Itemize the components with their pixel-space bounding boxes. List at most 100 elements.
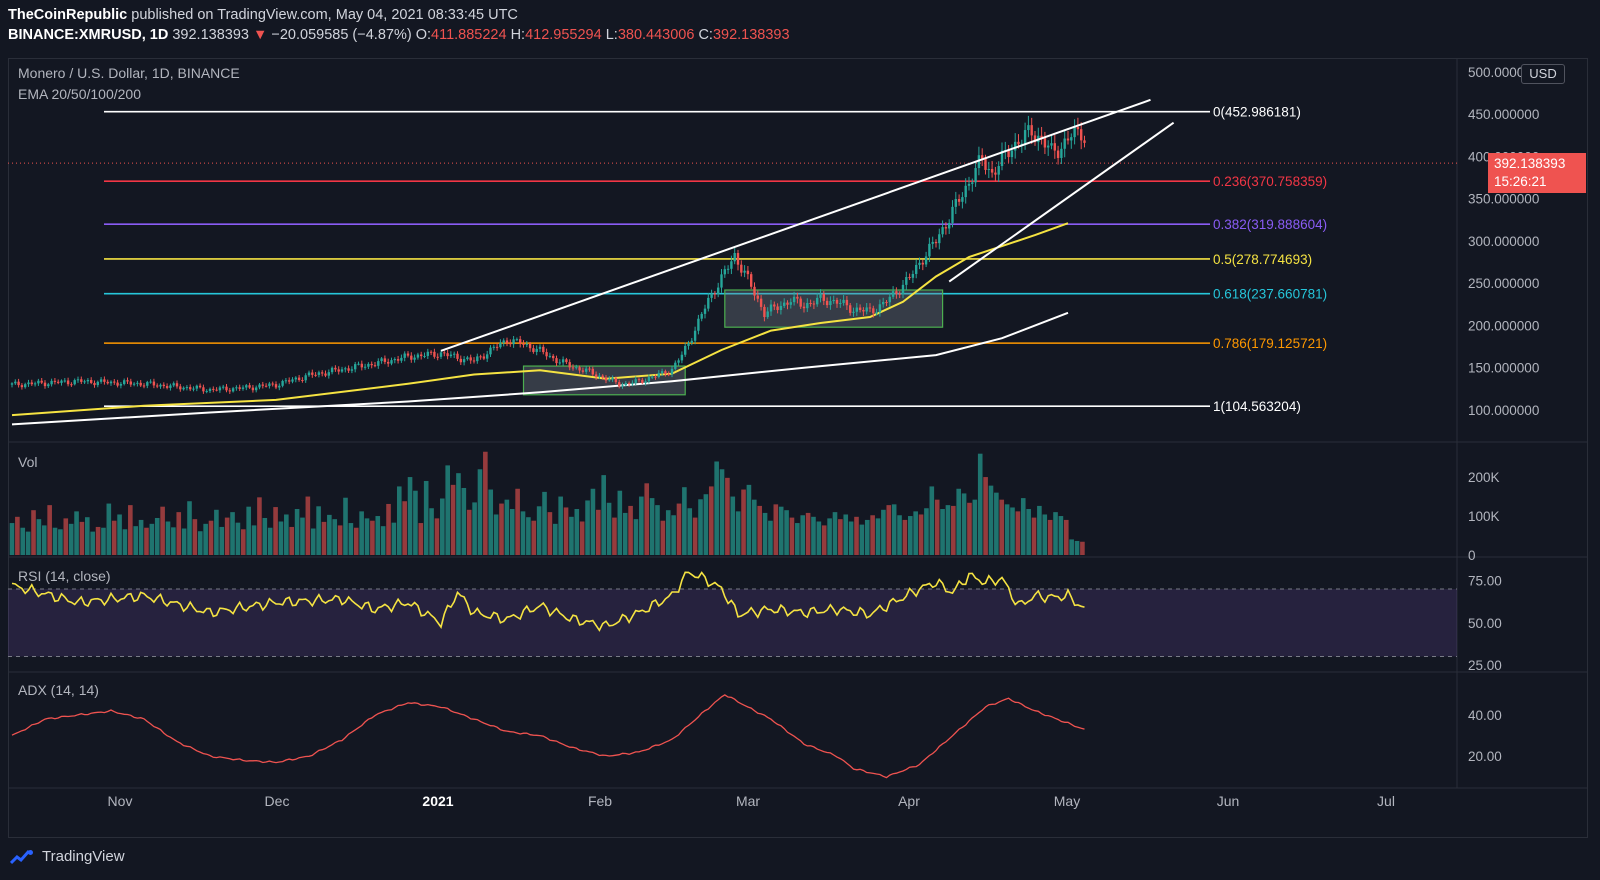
candle-body [1023, 130, 1027, 144]
candle-body [17, 381, 20, 386]
candle-body [248, 385, 251, 388]
candle-body [552, 355, 555, 359]
volume-bar [310, 528, 316, 555]
volume-bar [746, 484, 752, 555]
candle-body [835, 299, 839, 304]
price-change: −20.059585 (−4.87%) [271, 27, 412, 43]
candle-body [624, 383, 627, 386]
candle-body [294, 377, 297, 380]
candle-body [964, 185, 967, 198]
volume-legend[interactable]: Vol [18, 454, 38, 470]
main-legend-title[interactable]: Monero / U.S. Dollar, 1D, BINANCE [18, 65, 240, 81]
volume-bar [768, 520, 773, 555]
candle-body [347, 368, 350, 371]
volume-bar [380, 526, 386, 555]
candle-body [660, 371, 664, 374]
volume-bar [821, 525, 827, 555]
volume-bar [961, 493, 967, 555]
candle-body [664, 371, 667, 375]
candle-body [759, 298, 763, 307]
volume-bar [795, 523, 800, 555]
candle-body [1070, 137, 1073, 141]
candle-body [314, 374, 317, 376]
volume-bar [1053, 512, 1058, 555]
volume-bar [31, 510, 36, 555]
volume-bar [117, 514, 122, 555]
volume-bar [472, 502, 477, 555]
time-axis-tick: Mar [736, 793, 760, 809]
candle-body [1053, 143, 1056, 151]
candle-body [588, 368, 591, 370]
candle-body [651, 376, 654, 378]
candle-body [50, 380, 53, 385]
candle-body [783, 302, 786, 306]
volume-bar [924, 508, 929, 555]
candle-body [852, 311, 855, 313]
candle-body [644, 381, 647, 383]
tradingview-logo[interactable]: TradingView [10, 848, 125, 865]
candle-body [472, 360, 476, 362]
adx-legend[interactable]: ADX (14, 14) [18, 682, 99, 698]
candle-body [396, 359, 400, 361]
volume-axis-tick: 0 [1468, 548, 1476, 563]
volume-bar [230, 512, 235, 555]
volume-bar [262, 517, 268, 555]
volume-bar [628, 505, 633, 555]
candle-body [687, 343, 690, 346]
volume-bar [25, 531, 31, 555]
candle-body [456, 353, 459, 359]
candle-body [938, 234, 941, 244]
volume-bar [165, 521, 171, 555]
volume-bar [386, 503, 391, 555]
candle-body [149, 381, 152, 383]
candle-body [657, 373, 660, 378]
candle-body [403, 353, 406, 358]
candle-body [261, 384, 264, 386]
candle-body [119, 383, 123, 386]
candle-body [891, 291, 895, 297]
volume-bar [714, 461, 719, 555]
volume-bar [789, 517, 795, 555]
volume-axis-tick: 100K [1468, 509, 1500, 524]
rsi-axis-tick: 50.00 [1468, 616, 1502, 631]
volume-bar [240, 529, 246, 555]
volume-bar [154, 517, 160, 555]
volume-bar [1037, 505, 1042, 555]
candle-body [934, 241, 938, 244]
time-axis-tick: Feb [588, 793, 612, 809]
publisher-name[interactable]: TheCoinRepublic [8, 7, 128, 23]
trendlines [440, 98, 1175, 352]
volume-bar [994, 492, 999, 555]
volume-bar [343, 497, 348, 555]
candle-body [858, 307, 862, 310]
price-axis-tick: 100.000000 [1468, 403, 1539, 418]
volume-bar [838, 519, 843, 555]
candle-body [898, 293, 901, 295]
candle-body [631, 382, 634, 385]
candle-body [436, 356, 439, 358]
volume-bar [483, 451, 488, 555]
candle-body [872, 308, 875, 314]
candle-body [693, 330, 697, 341]
volume-bar [940, 509, 945, 555]
candle-body [57, 381, 60, 383]
currency-button[interactable]: USD [1521, 64, 1565, 84]
rsi-legend[interactable]: RSI (14, close) [18, 568, 111, 584]
candle-body [27, 382, 30, 385]
candle-body [1080, 129, 1083, 141]
candle-body [139, 382, 142, 386]
candle-body [951, 206, 954, 223]
candle-body [924, 256, 928, 265]
ema-legend[interactable]: EMA 20/50/100/200 [18, 86, 141, 102]
candle-body [505, 340, 509, 344]
candle-body [519, 339, 522, 344]
candle-body [449, 354, 453, 357]
candle-body [918, 262, 921, 265]
open-value: 411.885224 [431, 27, 507, 43]
candle-body [113, 381, 116, 383]
ema200-line [11, 311, 1069, 426]
volume-bars [9, 451, 1085, 555]
candle-body [558, 362, 561, 364]
candle-body [598, 375, 601, 377]
